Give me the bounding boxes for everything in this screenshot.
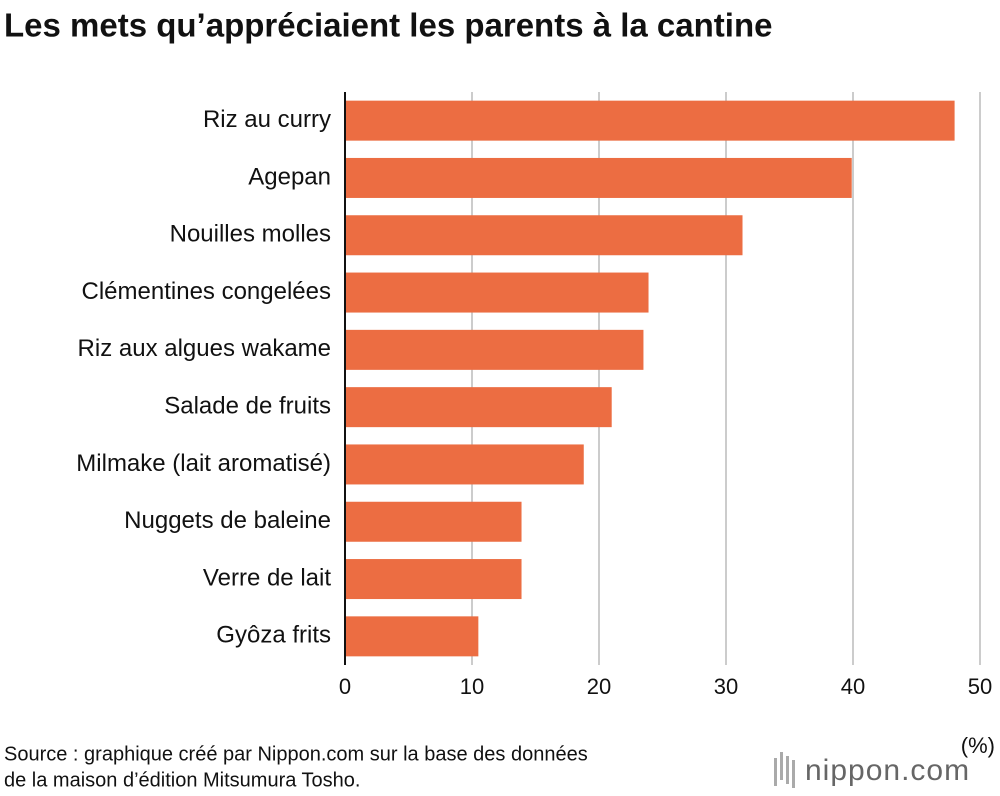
bar (345, 444, 584, 485)
bar (345, 100, 955, 141)
bar (345, 272, 649, 313)
y-tick-label: Milmake (lait aromatisé) (76, 450, 331, 477)
logo-icon (774, 752, 795, 788)
logo: nippon.com (805, 754, 970, 787)
y-tick-label: Clémentines congelées (82, 278, 331, 305)
x-tick-label: 50 (968, 674, 992, 699)
y-tick-label: Verre de lait (203, 564, 331, 591)
y-tick-label: Gyôza frits (216, 622, 331, 649)
x-tick-label: 30 (714, 674, 738, 699)
bar (345, 616, 479, 657)
x-tick-label: 0 (339, 674, 351, 699)
bar (345, 329, 644, 370)
y-tick-label: Agepan (248, 163, 331, 190)
bar (345, 387, 612, 428)
source: Source : graphique créé par Nippon.com s… (4, 743, 588, 765)
y-tick-label: Salade de fruits (164, 392, 331, 419)
bar (345, 157, 852, 198)
chart-title: Les mets qu’appréciaient les parents à l… (4, 7, 772, 44)
source: de la maison d’édition Mitsumura Tosho. (4, 769, 360, 791)
y-tick-label: Nouilles molles (170, 221, 331, 248)
x-tick-label: 10 (460, 674, 484, 699)
y-tick-label: Riz aux algues wakame (78, 335, 331, 362)
x-tick-label: 20 (587, 674, 611, 699)
bar (345, 501, 522, 542)
bar (345, 215, 743, 256)
x-tick-label: 40 (841, 674, 865, 699)
y-tick-label: Riz au curry (203, 106, 331, 133)
bar (345, 559, 522, 600)
y-tick-label: Nuggets de baleine (124, 507, 331, 534)
x-axis-label: (%) (961, 733, 995, 758)
